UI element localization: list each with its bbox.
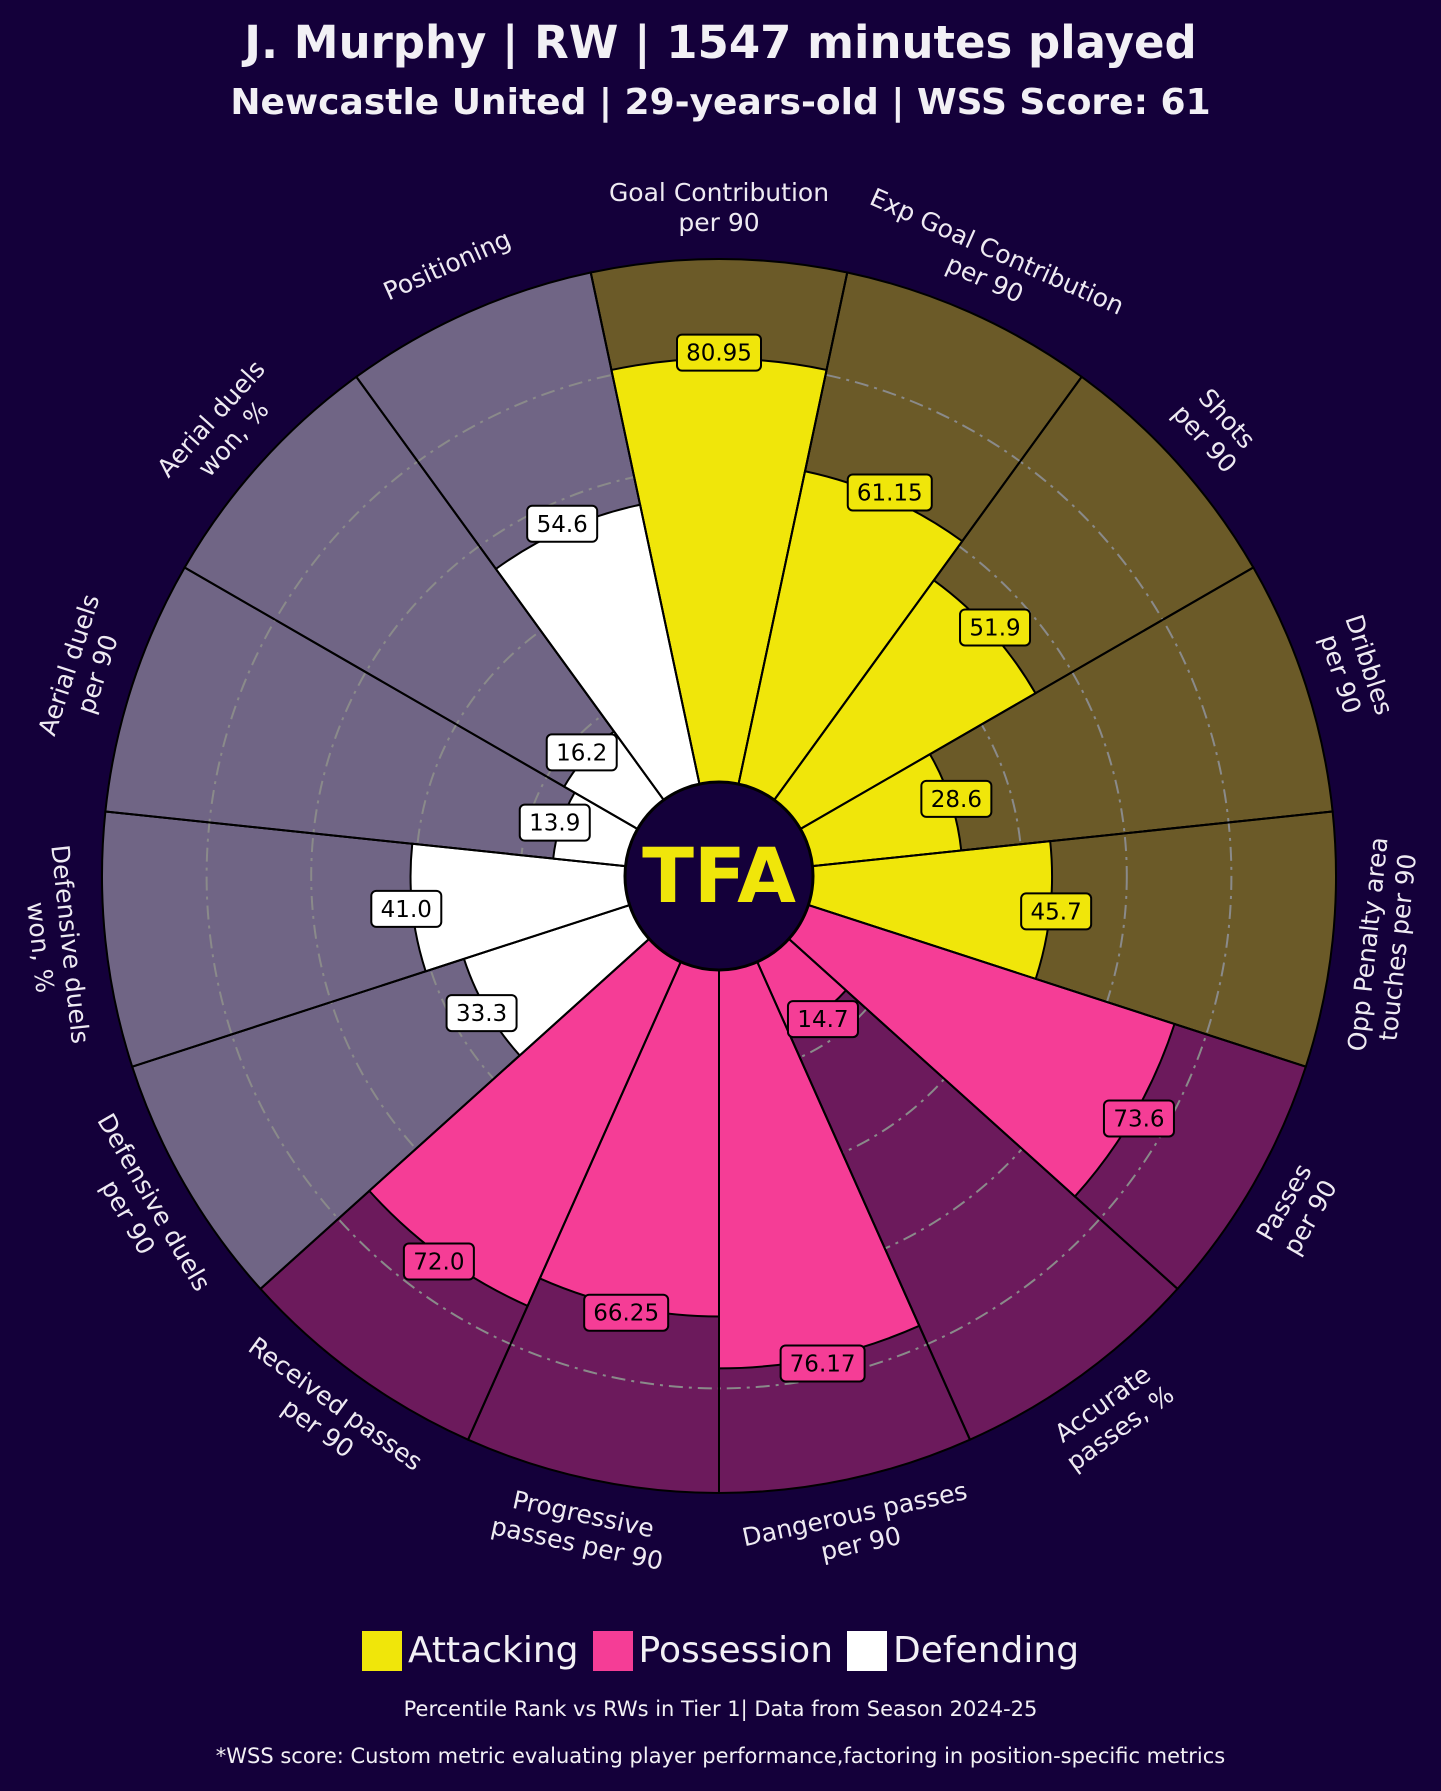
footnote-percentile: Percentile Rank vs RWs in Tier 1| Data f… [403,1697,1038,1721]
category-label-line: Goal Contribution [609,178,829,207]
value-label-text: 61.15 [857,480,923,506]
spoke-line [355,376,665,801]
value-label-box [445,994,518,1033]
value-label-box [370,889,443,928]
value-label-text: 16.2 [556,740,607,766]
value-label: 13.9 [518,803,591,842]
value-label-text: 45.7 [1031,899,1082,925]
category-label-line: Positioning [379,224,515,306]
legend-item-attacking: Attacking [361,1630,579,1671]
legend-swatch-defending [847,1630,888,1671]
value-label-box [1020,892,1093,931]
spoke-line [756,961,971,1441]
legend-item-defending: Defending [847,1630,1079,1671]
value-label-box [920,779,993,818]
category-label: Dangerous passesper 90 [740,1476,976,1581]
value-label-text: 51.9 [969,615,1020,641]
tfa-logo: TFA [642,831,796,920]
value-label-box [1102,1099,1175,1138]
legend-swatch-possession [592,1630,633,1671]
value-label-box [583,1293,670,1332]
value-label-box [959,608,1032,647]
category-label: Passesper 90 [1251,1159,1344,1261]
value-label-text: 76.17 [790,1351,856,1377]
value-label-text: 72.0 [413,1250,464,1276]
value-label-box [526,504,599,543]
category-label-line: per 90 [678,208,759,237]
value-label: 61.15 [846,473,933,512]
legend-item-possession: Possession [592,1630,834,1671]
chart-title: J. Murphy | RW | 1547 minutes played [244,16,1197,69]
value-label-text: 73.6 [1113,1106,1164,1132]
value-label: 54.6 [526,504,599,543]
value-label: 33.3 [445,994,518,1033]
value-label: 16.2 [545,733,618,772]
value-label: 14.7 [786,1000,859,1039]
category-label: Dribblesper 90 [1311,611,1399,728]
value-label: 51.9 [959,608,1032,647]
spoke-line [467,961,682,1441]
category-label: Goal Contribution per 90 [609,178,829,237]
value-label-box [779,1344,866,1383]
value-label: 80.95 [676,333,762,372]
spoke-line [808,904,1307,1068]
value-label-box [846,473,933,512]
value-label-text: 14.7 [797,1007,848,1033]
legend-label: Defending [893,1630,1080,1671]
category-label: Shotsper 90 [1167,379,1265,479]
category-label: Progressivepasses per 90 [489,1482,672,1576]
spoke-line [589,272,701,785]
category-label: Aerial duelsper 90 [33,591,134,749]
value-label-text: 33.3 [456,1001,507,1027]
value-label: 41.0 [370,889,443,928]
legend-swatch-attacking [361,1630,402,1671]
spoke-line [773,376,1083,801]
value-label-box [676,333,762,372]
legend: Attacking Possession Defending [0,1630,1441,1671]
value-label: 28.6 [920,779,993,818]
category-label: Positioning [379,224,515,306]
value-label-box [402,1242,475,1281]
legend-label: Possession [638,1630,834,1671]
value-label-box [518,803,591,842]
spoke-line [131,904,630,1068]
value-label: 72.0 [402,1242,475,1281]
category-label: Opp Penalty areatouches per 90 [1342,836,1423,1056]
legend-label: Attacking [407,1630,579,1671]
spoke-line [259,938,650,1290]
spoke-line [788,938,1179,1290]
value-label-box [545,733,618,772]
spoke-line [184,566,639,830]
spoke-line [105,810,626,868]
value-label-text: 41.0 [381,897,432,923]
value-label: 45.7 [1020,892,1093,931]
value-label-text: 28.6 [931,787,982,813]
value-label: 73.6 [1102,1099,1175,1138]
spoke-line [812,810,1333,868]
value-label: 66.25 [583,1293,670,1332]
chart-subtitle: Newcastle United | 29-years-old | WSS Sc… [230,82,1211,123]
center-circle [623,780,815,972]
value-label: 76.17 [779,1344,866,1383]
value-label-box [786,1000,859,1039]
value-label-text: 13.9 [529,811,580,837]
spoke-line [799,566,1254,830]
spoke-line [737,272,849,785]
value-label-text: 54.6 [537,512,588,538]
footnote-wss: *WSS score: Custom metric evaluating pla… [215,1744,1226,1768]
value-label-text: 80.95 [686,341,752,367]
value-label-text: 66.25 [593,1301,659,1327]
category-label: Defensive duelswon, % [15,843,95,1048]
